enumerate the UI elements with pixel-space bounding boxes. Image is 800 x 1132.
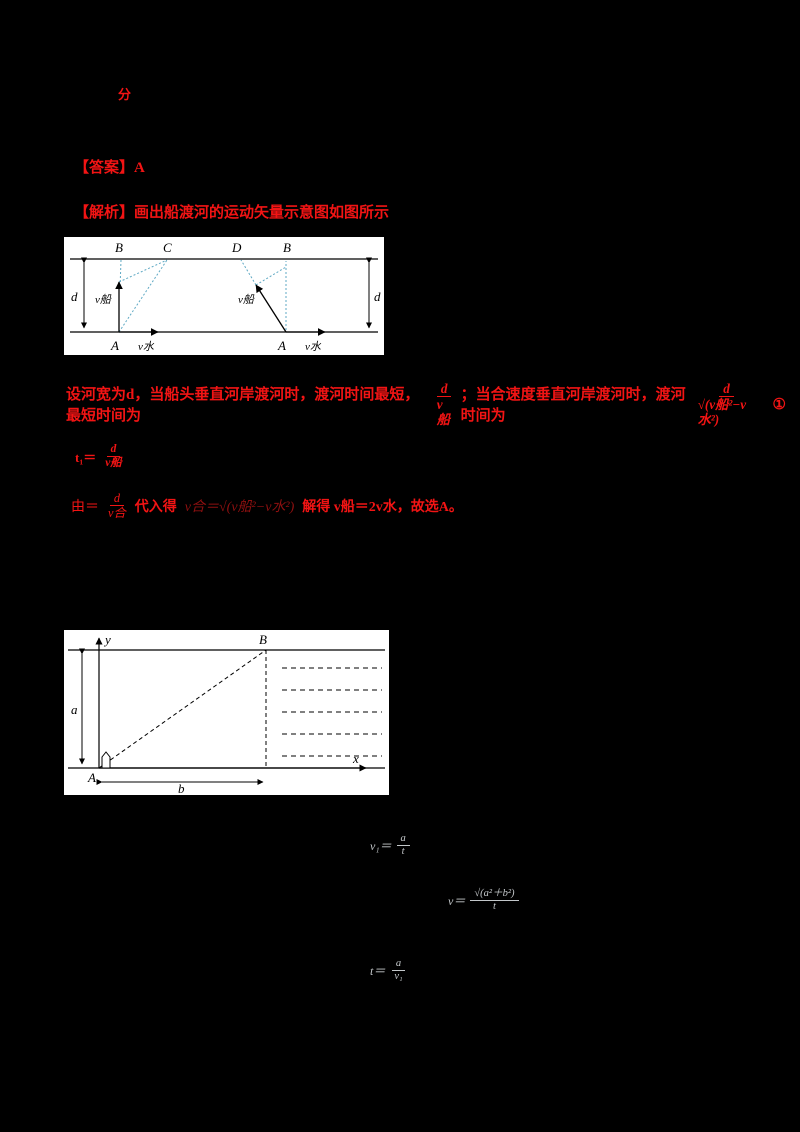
water-velocity-label: v水 (305, 340, 322, 353)
equation-lead: 由＝ (71, 499, 99, 515)
fraction-numerator: d (436, 381, 452, 397)
fraction-denominator: √(v船²−v水²) (697, 396, 747, 428)
point-a-label: A (87, 770, 96, 785)
water-velocity-label: v水 (138, 340, 155, 353)
y-axis-label: y (103, 632, 111, 647)
x-axis-label: x (352, 751, 359, 766)
fraction: √(a²＋b²) t (470, 888, 519, 913)
fraction: d v合 (104, 491, 130, 520)
river-width-label: d (374, 289, 381, 304)
left-subdiagram: d B C A v船 v水 (71, 240, 172, 353)
fraction-denominator: v船 (436, 396, 450, 428)
dotted-heading-extension (240, 259, 257, 286)
faint-formula-2: v＝ √(a²＋b²) t (448, 888, 524, 913)
fraction-denominator: v₁ (394, 971, 403, 983)
fraction-min-time: d v船 (433, 381, 456, 428)
fraction-numerator: a (391, 958, 406, 972)
equation-marker: ① (772, 396, 786, 413)
faint-formula-1: v₁＝ a t (370, 833, 415, 858)
stray-mark: 分 (118, 87, 132, 102)
width-label-a: a (71, 702, 78, 717)
fraction: a v₁ (390, 958, 406, 983)
boat-path-dashed (98, 649, 267, 769)
right-subdiagram: D B A v船 v水 d (231, 240, 381, 353)
conclusion-text: 解得 v船＝2v水，故选A。 (302, 499, 463, 515)
fraction: d v船 (101, 443, 126, 470)
analysis-line: 【解析】 画出船渡河的运动矢量示意图如图所示 (74, 201, 389, 222)
analysis-text: 画出船渡河的运动矢量示意图如图所示 (134, 205, 390, 221)
coordinate-river-svg: y x B A a b (68, 632, 385, 796)
dotted-water-shift (118, 259, 168, 283)
fraction-denominator: t (492, 901, 496, 913)
equation-lhs: t₁＝ (75, 450, 97, 466)
fraction-numerator: d (719, 381, 734, 397)
formula-lhs: v₁＝ (370, 839, 392, 854)
faint-formula-3: t＝ a v₁ (370, 958, 412, 983)
point-c-label: C (163, 240, 172, 255)
substitute-text: 代入得 (134, 499, 177, 515)
dotted-resultant-ac (118, 259, 168, 333)
river-vector-diagram: d B C A v船 v水 D B A v船 v水 (64, 237, 384, 355)
fraction-numerator: √(a²＋b²) (470, 888, 519, 902)
river-width-label: d (71, 289, 78, 304)
sentence-part-2: ；当合速度垂直河岸渡河时，渡河时间为 (460, 387, 686, 424)
dotted-water-shift (255, 266, 287, 286)
point-d-label: D (231, 240, 242, 255)
fraction-denominator: v船 (105, 457, 122, 470)
point-b-label: B (259, 632, 267, 647)
boat-velocity-label: v船 (238, 293, 255, 306)
fraction: a t (396, 833, 410, 858)
fraction-cross-time: d √(v船²−v水²) (694, 381, 760, 428)
coordinate-river-diagram: y x B A a b (64, 630, 389, 796)
answer-line: 【答案】A (74, 160, 145, 176)
point-a-label: A (110, 338, 119, 353)
point-a-label: A (277, 338, 286, 353)
equation-line-2: 由＝ d v合 代入得 v合＝√(v船²−v水²) 解得 v船＝2v水，故选A。 (71, 491, 463, 520)
drift-label-b: b (178, 781, 185, 795)
fraction-denominator: t (401, 846, 405, 858)
dark-expression: v合＝√(v船²−v水²) (184, 499, 295, 515)
formula-lhs: v＝ (448, 894, 466, 909)
sentence-part-1: 设河宽为d，当船头垂直河岸渡河时，渡河时间最短，最短时间为 (66, 387, 420, 424)
formula-lhs: t＝ (370, 964, 386, 979)
analysis-label: 【解析】 (74, 205, 135, 221)
boat-velocity-arrow (255, 284, 287, 333)
fraction-numerator: d (109, 491, 124, 507)
fraction-numerator: d (106, 443, 121, 458)
fraction-numerator: a (396, 833, 410, 847)
point-b-label: B (115, 240, 123, 255)
fraction-denominator: v合 (108, 506, 126, 521)
boat-icon (101, 751, 111, 769)
equation-line-1: t₁＝ d v船 (75, 443, 131, 470)
water-flow-lines (282, 667, 382, 757)
boat-velocity-label: v船 (95, 293, 112, 306)
dotted-vertical-b (119, 259, 122, 290)
solution-sentence: 设河宽为d，当船头垂直河岸渡河时，渡河时间最短，最短时间为 d v船 ；当合速度… (66, 381, 786, 428)
river-vector-svg: d B C A v船 v水 D B A v船 v水 (70, 240, 381, 353)
point-b-label: B (283, 240, 291, 255)
